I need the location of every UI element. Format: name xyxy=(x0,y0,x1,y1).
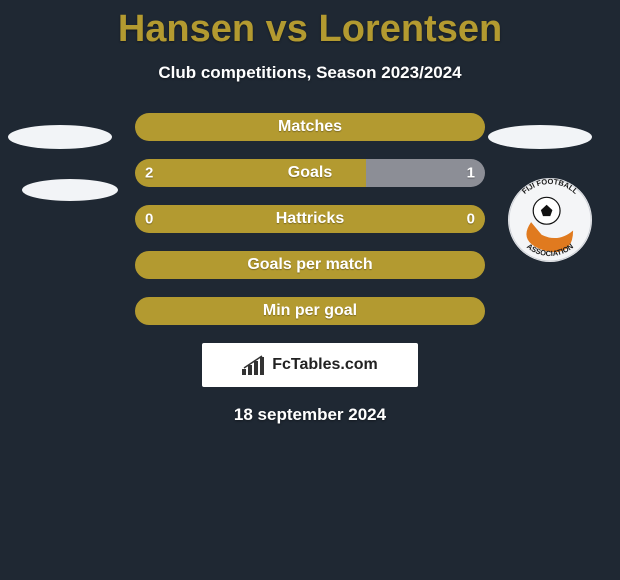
team-badge: FIJI FOOTBALLASSOCIATION xyxy=(508,178,592,262)
stat-value-left: 2 xyxy=(145,165,153,182)
stat-value-left: 0 xyxy=(145,211,153,228)
page-subtitle: Club competitions, Season 2023/2024 xyxy=(158,63,461,83)
page-title: Hansen vs Lorentsen xyxy=(118,8,502,51)
stat-row: Goals per match xyxy=(135,251,485,279)
stat-value-right: 0 xyxy=(467,211,475,228)
placeholder-ellipse xyxy=(22,179,118,201)
brand-text: FcTables.com xyxy=(272,356,378,374)
team-badge-svg: FIJI FOOTBALLASSOCIATION xyxy=(508,178,592,262)
brand-bars-icon xyxy=(242,355,266,375)
stat-row: Min per goal xyxy=(135,297,485,325)
stat-label: Matches xyxy=(278,118,342,136)
content-root: Hansen vs Lorentsen Club competitions, S… xyxy=(0,0,620,580)
date-line: 18 september 2024 xyxy=(234,405,386,425)
stat-row: Matches xyxy=(135,113,485,141)
stat-label: Min per goal xyxy=(263,302,357,320)
placeholder-ellipse xyxy=(8,125,112,149)
placeholder-ellipse xyxy=(488,125,592,149)
stat-label: Hattricks xyxy=(276,210,344,228)
stat-row: Goals 2 1 xyxy=(135,159,485,187)
brand-box: FcTables.com xyxy=(202,343,418,387)
stat-row: Hattricks 0 0 xyxy=(135,205,485,233)
stat-value-right: 1 xyxy=(467,165,475,182)
stat-label: Goals per match xyxy=(247,256,372,274)
stat-label: Goals xyxy=(288,164,332,182)
